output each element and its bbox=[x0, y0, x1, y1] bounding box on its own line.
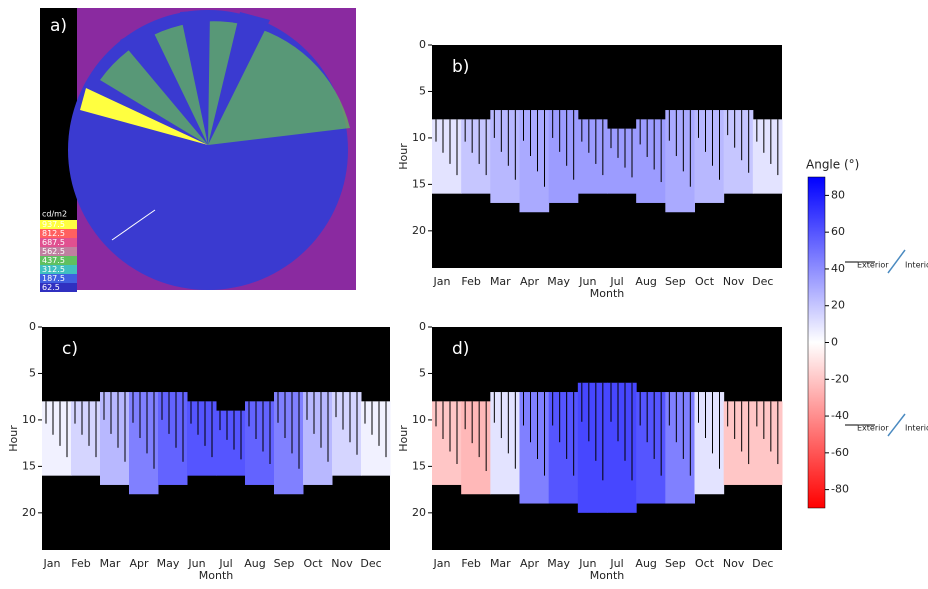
y-axis-label: Hour bbox=[397, 143, 410, 170]
y-tick-label: 5 bbox=[419, 84, 426, 97]
y-tick-label: 0 bbox=[29, 320, 36, 333]
x-tick-label: Sep bbox=[665, 557, 686, 570]
legend-label: 562.5 bbox=[42, 247, 65, 256]
y-tick-label: 5 bbox=[29, 366, 36, 379]
x-tick-label: Jan bbox=[433, 275, 451, 288]
x-tick-label: Feb bbox=[461, 275, 480, 288]
colorbar-tick-label: 0 bbox=[831, 336, 838, 349]
y-axis-label: Hour bbox=[7, 425, 20, 452]
annotation: Interio bbox=[905, 424, 928, 433]
colorbar-tick-label: 80 bbox=[831, 188, 845, 201]
y-tick-label: 10 bbox=[412, 131, 426, 144]
y-tick-label: 15 bbox=[412, 177, 426, 190]
x-tick-label: Apr bbox=[520, 275, 540, 288]
y-axis-label: Hour bbox=[397, 425, 410, 452]
y-tick-label: 20 bbox=[22, 506, 36, 519]
legend-label: 62.5 bbox=[42, 283, 60, 292]
x-tick-label: May bbox=[547, 557, 570, 570]
x-tick-label: Nov bbox=[331, 557, 353, 570]
x-tick-label: May bbox=[547, 275, 570, 288]
x-tick-label: Oct bbox=[303, 557, 323, 570]
x-tick-label: May bbox=[157, 557, 180, 570]
legend-label: 937.5 bbox=[42, 220, 65, 229]
colorbar-tick-label: 20 bbox=[831, 299, 845, 312]
x-axis-label: Month bbox=[199, 569, 234, 582]
x-tick-label: Jan bbox=[433, 557, 451, 570]
y-tick-label: 10 bbox=[412, 413, 426, 426]
colorbar bbox=[808, 177, 825, 508]
x-tick-label: Dec bbox=[752, 557, 773, 570]
y-tick-label: 15 bbox=[412, 459, 426, 472]
x-tick-label: Nov bbox=[723, 275, 745, 288]
legend-label: 187.5 bbox=[42, 274, 65, 283]
x-tick-label: Mar bbox=[490, 275, 511, 288]
y-tick-label: 15 bbox=[22, 459, 36, 472]
panel-label: a) bbox=[50, 16, 67, 36]
x-tick-label: Sep bbox=[274, 557, 295, 570]
colorbar-tick-label: 40 bbox=[831, 262, 845, 275]
x-tick-label: Aug bbox=[635, 557, 656, 570]
x-tick-label: Sep bbox=[665, 275, 686, 288]
x-tick-label: Aug bbox=[244, 557, 265, 570]
legend-label: 687.5 bbox=[42, 238, 65, 247]
x-tick-label: Oct bbox=[695, 557, 715, 570]
legend-label: 437.5 bbox=[42, 256, 65, 265]
x-axis-label: Month bbox=[590, 287, 625, 300]
x-tick-label: Oct bbox=[695, 275, 715, 288]
panel-label: c) bbox=[62, 339, 78, 359]
annotation: Exterior bbox=[857, 261, 889, 270]
annotations bbox=[845, 250, 905, 436]
x-tick-label: Feb bbox=[71, 557, 90, 570]
colorbar-tick-label: -60 bbox=[831, 446, 849, 459]
y-tick-label: 0 bbox=[419, 320, 426, 333]
x-tick-label: Dec bbox=[360, 557, 381, 570]
x-tick-label: Nov bbox=[723, 557, 745, 570]
x-tick-label: Feb bbox=[461, 557, 480, 570]
figure: a) cd/m2 937.5812.5687.5562.5437.5312.51… bbox=[0, 0, 928, 585]
legend-label: 812.5 bbox=[42, 229, 65, 238]
x-tick-label: Apr bbox=[129, 557, 149, 570]
x-tick-label: Jan bbox=[43, 557, 61, 570]
y-tick-label: 20 bbox=[412, 224, 426, 237]
legend-title: cd/m2 bbox=[42, 210, 67, 219]
legend-label: 312.5 bbox=[42, 265, 65, 274]
y-tick-label: 5 bbox=[419, 366, 426, 379]
colorbar-title: Angle (°) bbox=[806, 158, 859, 172]
colorbar-tick-label: -80 bbox=[831, 483, 849, 496]
x-tick-label: Dec bbox=[752, 275, 773, 288]
panel-label: b) bbox=[452, 57, 469, 77]
x-tick-label: Apr bbox=[520, 557, 540, 570]
y-tick-label: 20 bbox=[412, 506, 426, 519]
x-axis-label: Month bbox=[590, 569, 625, 582]
panel-label: d) bbox=[452, 339, 469, 359]
y-tick-label: 10 bbox=[22, 413, 36, 426]
x-tick-label: Aug bbox=[635, 275, 656, 288]
colorbar-tick-label: 60 bbox=[831, 225, 845, 238]
x-tick-label: Mar bbox=[490, 557, 511, 570]
annotation: Interio bbox=[905, 261, 928, 270]
colorbar-tick-label: -20 bbox=[831, 372, 849, 385]
annotation: Exterior bbox=[857, 424, 889, 433]
y-tick-label: 0 bbox=[419, 38, 426, 51]
x-tick-label: Mar bbox=[100, 557, 121, 570]
colorbar-tick-label: -40 bbox=[831, 409, 849, 422]
